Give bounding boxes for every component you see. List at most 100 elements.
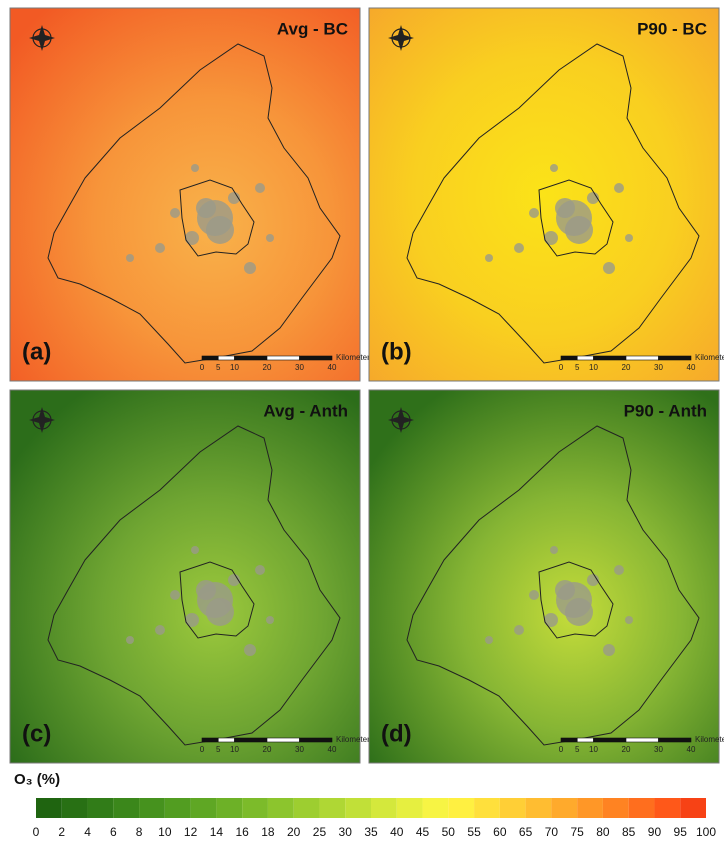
legend-label: 10 [158,825,172,839]
legend-label: 18 [261,825,275,839]
urban-area [529,208,539,218]
region-outline [47,425,341,746]
panel-label: (a) [22,338,51,365]
urban-area [485,636,493,644]
legend-label: 55 [467,825,481,839]
city-outline [538,179,614,257]
urban-area [185,613,199,627]
panel-title: Avg - BC [277,19,348,38]
compass [388,407,414,433]
urban-area [155,625,165,635]
legend-label: 6 [110,825,117,839]
scale-segment [593,355,627,361]
legend-swatch [87,798,114,818]
urban-area [614,565,624,575]
legend-label: 16 [235,825,249,839]
scale-tick-label: 5 [216,363,221,372]
legend-label: 85 [622,825,636,839]
legend: O₃ (%) 0 2 4 6 8 10 12 14 16 18 20 25 30 35 40 45 50 55 60 6… [14,771,716,839]
legend-label: 20 [287,825,301,839]
city-outline [538,561,614,639]
legend-swatch [474,798,500,818]
panel-title: P90 - BC [637,19,707,38]
urban-area [255,565,265,575]
legend-swatch [61,798,88,818]
scale-tick-label: 20 [622,363,631,372]
urban-area [206,216,234,244]
scale-segment [299,355,333,361]
scale-segment [658,355,692,361]
legend-label: 30 [339,825,353,839]
scale-tick-label: 20 [263,363,272,372]
urban-area [529,590,539,600]
legend-label: 60 [493,825,507,839]
legend-swatch [267,798,294,818]
scale-segment [560,355,578,361]
urban-area [544,613,558,627]
urban-area [587,192,599,204]
urban-area [228,574,240,586]
urban-area [514,625,524,635]
urban-area [565,216,593,244]
legend-label: 4 [84,825,91,839]
map-surface [9,389,361,764]
panel-label: (b) [381,338,412,365]
urban-area [170,208,180,218]
scale-tick-label: 20 [263,745,272,754]
legend-label: 2 [58,825,65,839]
scale-segment [266,355,300,361]
urban-area [244,644,256,656]
urban-area [185,231,199,245]
compass-star [29,25,55,51]
compass-star [388,25,414,51]
urban-area [544,231,558,245]
urban-area [555,198,575,218]
urban-area [191,546,199,554]
urban-area [587,574,599,586]
legend-label: 14 [210,825,224,839]
scale-tick-label: 20 [622,745,631,754]
urban-area [255,183,265,193]
compass [388,25,414,51]
legend-swatch [422,798,449,818]
map-surface [368,7,720,382]
legend-swatch [396,798,423,818]
scale-segment [593,737,627,743]
scale-segment [576,737,594,743]
urban-area [228,192,240,204]
compass-star [29,407,55,433]
scale-tick-label: 30 [654,363,663,372]
scale-tick-label: 5 [575,745,580,754]
scale-tick-label: 5 [216,745,221,754]
urban-area [155,243,165,253]
legend-swatch [371,798,397,818]
scale-tick-label: 0 [559,745,564,754]
scale-unit: Kilometers [336,735,374,744]
legend-swatch [216,798,243,818]
scale-segment [560,737,578,743]
scale-segment [217,355,235,361]
urban-area [170,590,180,600]
urban-area [625,234,633,242]
region-outline [406,43,700,364]
urban-area [126,254,134,262]
legend-swatch [319,798,346,818]
scale-tick-label: 10 [589,363,598,372]
scale-unit: Kilometers [695,353,724,362]
urban-area [614,183,624,193]
legend-label: 70 [545,825,559,839]
compass-star [388,407,414,433]
scale-unit: Kilometers [695,735,724,744]
urban-area [603,644,615,656]
scale-tick-label: 40 [687,745,696,754]
legend-label: 65 [519,825,533,839]
legend-swatch [139,798,165,818]
scale-segment [576,355,594,361]
legend-label: 50 [442,825,456,839]
map-surface [9,7,361,382]
legend-label: 12 [184,825,198,839]
legend-label: 35 [364,825,378,839]
urban-area [266,616,274,624]
